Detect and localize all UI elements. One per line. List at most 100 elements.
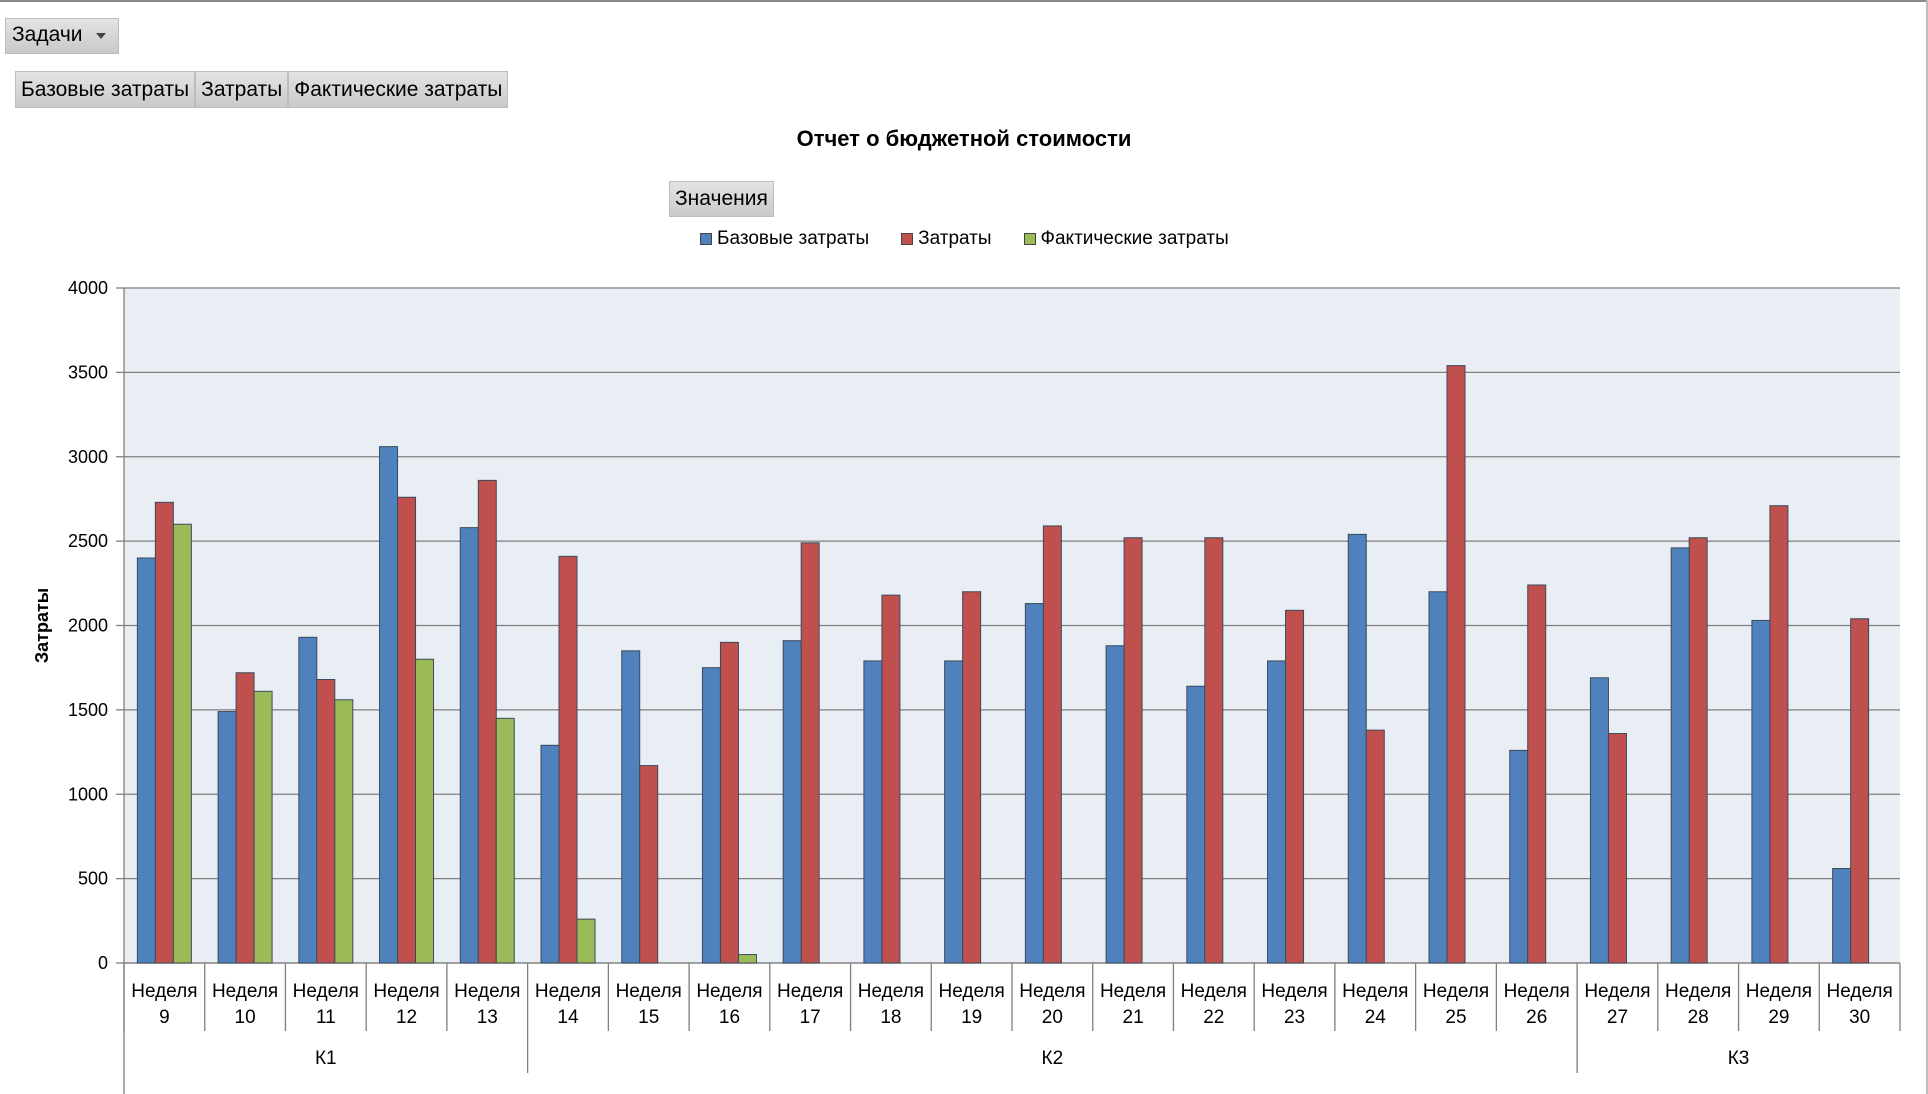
category-label-line1: Неделя <box>938 981 1004 1002</box>
bar <box>1446 365 1466 964</box>
category-label-line1: Неделя <box>1100 981 1166 1002</box>
series-field-buttons: Базовые затраты Затраты Фактические затр… <box>15 71 509 108</box>
legend-item-actual-cost: Фактические затраты <box>1023 228 1229 250</box>
bar <box>1024 603 1044 964</box>
category-label-line1: Неделя <box>858 981 924 1002</box>
bar <box>701 667 721 964</box>
dropdown-arrow-icon <box>96 33 106 39</box>
category-label-line2: 25 <box>1445 1007 1466 1028</box>
category-label-line2: 24 <box>1365 1007 1387 1028</box>
category-label-line2: 20 <box>1042 1007 1063 1028</box>
window-top-border <box>0 0 1928 2</box>
bar <box>1751 619 1771 964</box>
bar <box>477 479 497 964</box>
y-tick-label: 3000 <box>68 447 108 467</box>
bar <box>379 446 399 964</box>
category-label-line1: Неделя <box>696 981 762 1002</box>
legend-swatch-base-cost <box>700 233 712 245</box>
category-label-line2: 16 <box>719 1007 740 1028</box>
y-tick-label: 1000 <box>68 784 108 804</box>
bar <box>1347 533 1367 964</box>
legend-label-base-cost: Базовые затраты <box>717 228 870 249</box>
bar <box>1688 537 1708 964</box>
bar <box>316 679 336 964</box>
y-tick-label: 500 <box>78 869 108 889</box>
bar <box>495 717 515 964</box>
y-tick-label: 2000 <box>68 616 108 636</box>
bar <box>1042 525 1062 964</box>
category-label-line1: Неделя <box>1826 981 1892 1002</box>
category-label-line1: Неделя <box>1746 981 1812 1002</box>
bar <box>1365 729 1385 964</box>
bar <box>1428 591 1448 964</box>
chart-title: Отчет о бюджетной стоимости <box>796 126 1132 151</box>
category-label-line2: 21 <box>1123 1007 1144 1028</box>
bar <box>172 523 192 964</box>
bar <box>1285 609 1305 964</box>
bar <box>1670 547 1690 964</box>
category-label-line2: 30 <box>1849 1007 1870 1028</box>
bar <box>397 496 417 964</box>
bar <box>154 501 174 964</box>
bar <box>1589 677 1609 964</box>
group-label: К2 <box>1042 1048 1064 1069</box>
bar <box>217 711 237 964</box>
group-label: К3 <box>1728 1048 1750 1069</box>
bar <box>1832 868 1852 964</box>
bar <box>540 744 560 964</box>
bar <box>639 765 659 964</box>
category-label-line2: 26 <box>1526 1007 1547 1028</box>
bar <box>1509 749 1529 964</box>
series-button-base-cost[interactable]: Базовые затраты <box>15 71 196 108</box>
bar <box>576 918 596 964</box>
y-tick-label: 3500 <box>68 362 108 382</box>
bar <box>962 591 982 964</box>
series-button-cost[interactable]: Затраты <box>195 71 289 108</box>
category-label-line1: Неделя <box>373 981 439 1002</box>
category-label-line1: Неделя <box>1584 981 1650 1002</box>
category-label-line1: Неделя <box>1181 981 1247 1002</box>
legend-swatch-actual-cost <box>1023 233 1036 245</box>
bar <box>737 954 757 964</box>
y-axis-title: Затраты <box>32 588 52 663</box>
y-tick-label: 1500 <box>68 700 108 720</box>
legend-label-cost: Затраты <box>918 228 992 249</box>
bar <box>719 641 739 964</box>
bar <box>1527 584 1547 964</box>
bar <box>334 699 354 964</box>
category-label-line1: Неделя <box>1504 981 1570 1002</box>
category-label-line2: 19 <box>961 1007 982 1028</box>
category-label-line2: 10 <box>235 1007 256 1028</box>
bar <box>1607 733 1627 964</box>
category-label-line2: 28 <box>1688 1007 1709 1028</box>
bar <box>1186 685 1206 964</box>
bar <box>1123 537 1143 964</box>
category-label-line1: Неделя <box>1019 981 1085 1002</box>
tasks-filter-dropdown[interactable]: Задачи <box>5 18 119 54</box>
values-field-button[interactable]: Значения <box>669 181 774 217</box>
category-label-line1: Неделя <box>131 981 197 1002</box>
tasks-filter-label: Задачи <box>12 23 83 46</box>
category-label-line2: 11 <box>316 1007 336 1028</box>
bar <box>1204 537 1224 964</box>
category-label-line1: Неделя <box>535 981 601 1002</box>
y-tick-label: 4000 <box>68 278 108 298</box>
y-tick-label: 0 <box>98 953 108 973</box>
category-label-line2: 29 <box>1768 1007 1789 1028</box>
series-button-actual-cost[interactable]: Фактические затраты <box>288 71 509 108</box>
category-label-line1: Неделя <box>1261 981 1327 1002</box>
category-label-line2: 13 <box>477 1007 498 1028</box>
bar <box>1267 660 1287 964</box>
bar <box>415 658 435 964</box>
bar <box>298 636 318 964</box>
chart-legend: Базовые затраты Затраты Фактические затр… <box>700 226 1261 252</box>
category-label-line1: Неделя <box>293 981 359 1002</box>
legend-item-cost: Затраты <box>901 228 992 250</box>
bar <box>800 542 820 964</box>
category-label-line2: 12 <box>396 1007 417 1028</box>
category-label-line2: 17 <box>800 1007 821 1028</box>
bar <box>881 594 901 964</box>
category-label-line2: 27 <box>1607 1007 1628 1028</box>
bar <box>459 527 479 964</box>
